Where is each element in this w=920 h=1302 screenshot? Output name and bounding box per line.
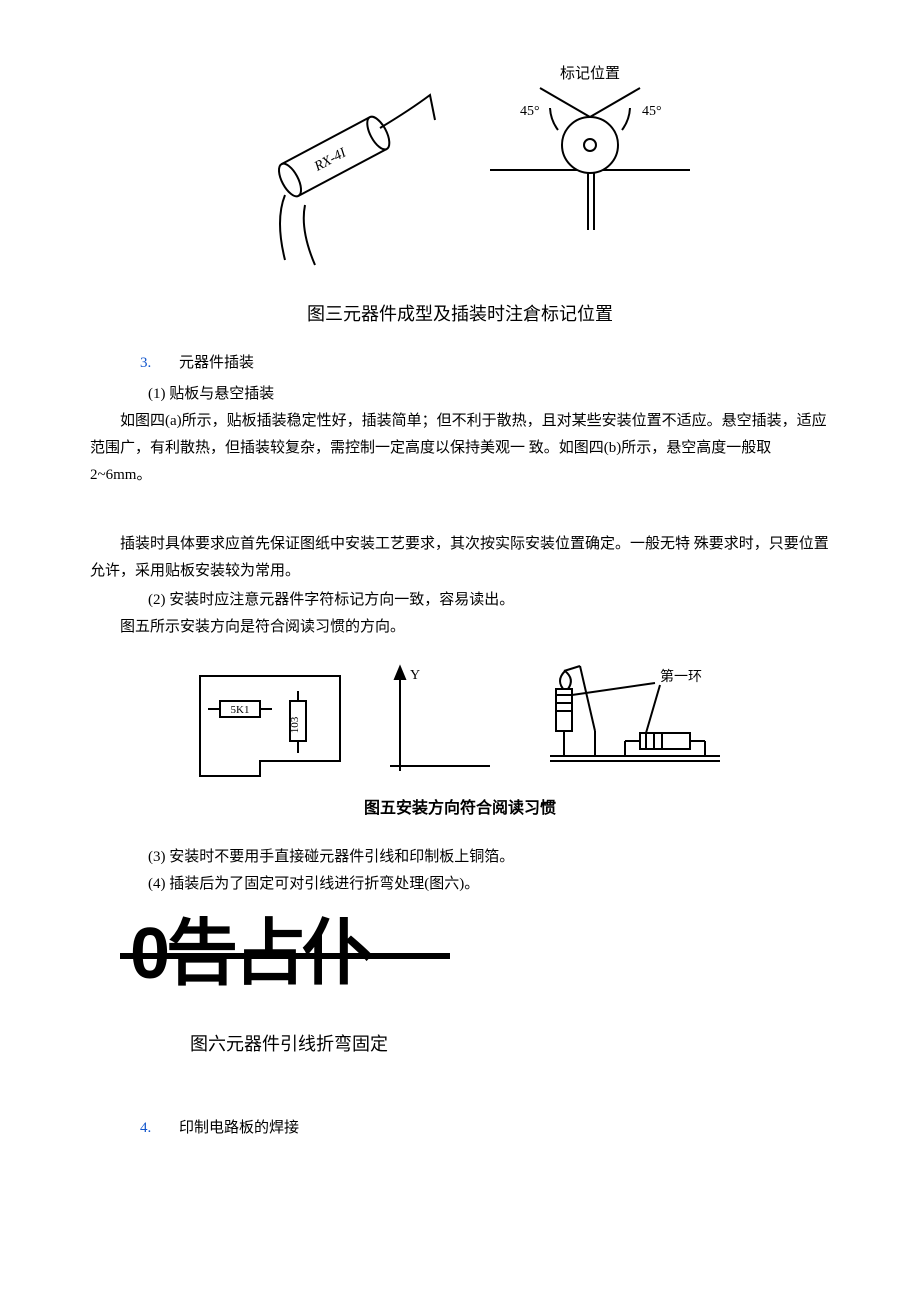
figure-5: 5K1 103 Y [90,661,830,824]
fig3-right-angle: 45° [642,104,662,119]
section-3-item-1: (1) 贴板与悬空插装 [148,381,830,408]
figure-6-glyphs: 0告占仆 [130,918,830,990]
section-3-title: 元器件插装 [179,355,254,371]
figure-6: 0告占仆 图六元器件引线折弯固定 [90,918,830,1060]
spacer [90,491,830,531]
section-3-para-2: 插装时具体要求应首先保证图纸中安装工艺要求，其次按实际安装位置确定。一般无特 殊… [90,531,830,585]
section-3-item-2: (2) 安装时应注意元器件字符标记方向一致，容易读出。 [148,587,830,614]
fig5-resistor-label: 103 [289,717,301,734]
section-3-num: 3. [140,355,151,371]
figure-3: RX-4I 标记位置 45° 45° 图三元器 [90,60,830,330]
fig5-ring-label: 第一环 [660,668,702,685]
figure-6-caption: 图六元器件引线折弯固定 [190,1028,830,1060]
fig3-left-angle: 45° [520,104,540,119]
fig5-box-label: 5K1 [231,704,250,716]
item2-num: (2) [148,592,166,608]
section-3-para-1: 如图四(a)所示，贴板插装稳定性好，插装简单；但不利于散热，且对某些安装位置不适… [90,408,830,489]
figure-5-svg: 5K1 103 Y [190,661,730,791]
figure-5-caption: 图五安装方向符合阅读习惯 [90,795,830,824]
section-3-heading: 3. 元器件插装 [90,350,830,377]
fig6-strike-line [120,953,450,959]
section-4-num: 4. [140,1120,151,1136]
figure-3-caption: 图三元器件成型及插装时注倉标记位置 [90,298,830,330]
section-3-para-3: 图五所示安装方向是符合阅读习惯的方向。 [90,614,830,641]
item4-num: (4) [148,876,166,892]
fig5-axis-label: Y [410,668,420,683]
section-3-item-4: (4) 插装后为了固定可对引线进行折弯处理(图六)。 [148,871,830,898]
item3-num: (3) [148,849,166,865]
item1-num: (1) [148,386,166,402]
figure-3-svg: RX-4I 标记位置 45° 45° [230,60,690,290]
item3-text: 安装时不要用手直接碰元器件引线和印制板上铜箔。 [169,849,514,865]
item4-text: 插装后为了固定可对引线进行折弯处理(图六)。 [169,876,479,892]
section-3-item-3: (3) 安装时不要用手直接碰元器件引线和印制板上铜箔。 [148,844,830,871]
item2-text: 安装时应注意元器件字符标记方向一致，容易读出。 [169,592,514,608]
item1-title: 贴板与悬空插装 [169,386,274,402]
section-4-heading: 4. 印制电路板的焊接 [90,1115,830,1142]
fig3-top-label: 标记位置 [560,65,620,82]
section-4-title: 印制电路板的焊接 [179,1120,299,1136]
